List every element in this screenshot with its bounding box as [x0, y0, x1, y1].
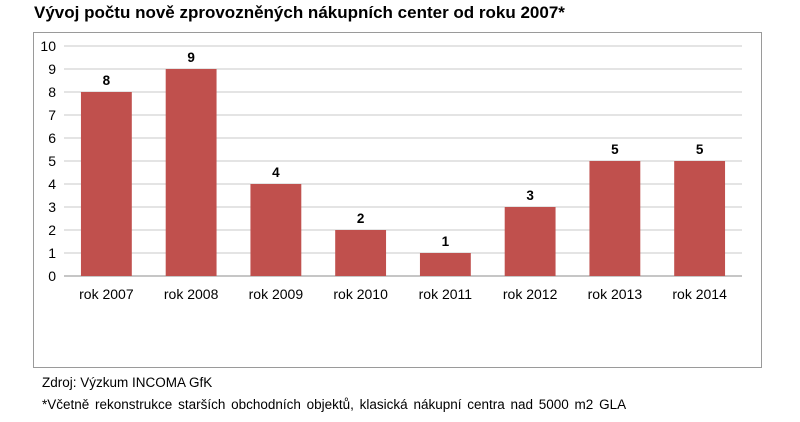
x-tick-label: rok 2008 — [164, 286, 219, 302]
bar — [250, 184, 302, 276]
data-labels: 8 9 4 2 1 3 5 5 — [103, 50, 704, 249]
bar — [674, 161, 726, 276]
bar — [504, 207, 556, 276]
data-label: 3 — [526, 188, 534, 203]
footnote: *Včetně rekonstrukce starších obchodních… — [42, 397, 627, 412]
bar — [335, 230, 387, 276]
x-tick-label: rok 2013 — [588, 286, 643, 302]
y-tick-label: 7 — [48, 107, 56, 123]
data-label: 1 — [442, 234, 450, 249]
data-label: 2 — [357, 211, 365, 226]
bar — [419, 253, 471, 276]
chart-frame — [33, 32, 762, 368]
y-tick-label: 1 — [48, 245, 56, 261]
data-label: 5 — [696, 142, 704, 157]
source-note: Zdroj: Výzkum INCOMA GfK — [42, 375, 213, 390]
x-axis-ticks: rok 2007 rok 2008 rok 2009 rok 2010 rok 2011… — [79, 286, 727, 302]
bars — [80, 69, 726, 276]
bar — [80, 92, 132, 276]
y-tick-label: 4 — [48, 176, 56, 192]
x-tick-label: rok 2009 — [249, 286, 304, 302]
data-label: 4 — [272, 165, 280, 180]
bar — [165, 69, 217, 276]
y-tick-label: 3 — [48, 199, 56, 215]
data-label: 9 — [187, 50, 195, 65]
y-tick-label: 5 — [48, 153, 56, 169]
x-tick-label: rok 2012 — [503, 286, 558, 302]
chart-title: Vývoj počtu nově zprovozněných nákupních… — [34, 3, 565, 22]
y-tick-label: 0 — [48, 268, 56, 284]
x-tick-label: rok 2010 — [333, 286, 388, 302]
y-tick-label: 9 — [48, 61, 56, 77]
bar — [589, 161, 641, 276]
y-tick-label: 10 — [40, 38, 56, 54]
data-label: 5 — [611, 142, 619, 157]
y-tick-label: 2 — [48, 222, 56, 238]
x-tick-label: rok 2014 — [672, 286, 727, 302]
x-tick-label: rok 2011 — [419, 286, 473, 302]
y-tick-label: 6 — [48, 130, 56, 146]
y-tick-label: 8 — [48, 84, 56, 100]
data-label: 8 — [103, 73, 111, 88]
y-axis-ticks: 0 1 2 3 4 5 6 7 8 9 10 — [40, 38, 56, 284]
x-tick-label: rok 2007 — [79, 286, 134, 302]
